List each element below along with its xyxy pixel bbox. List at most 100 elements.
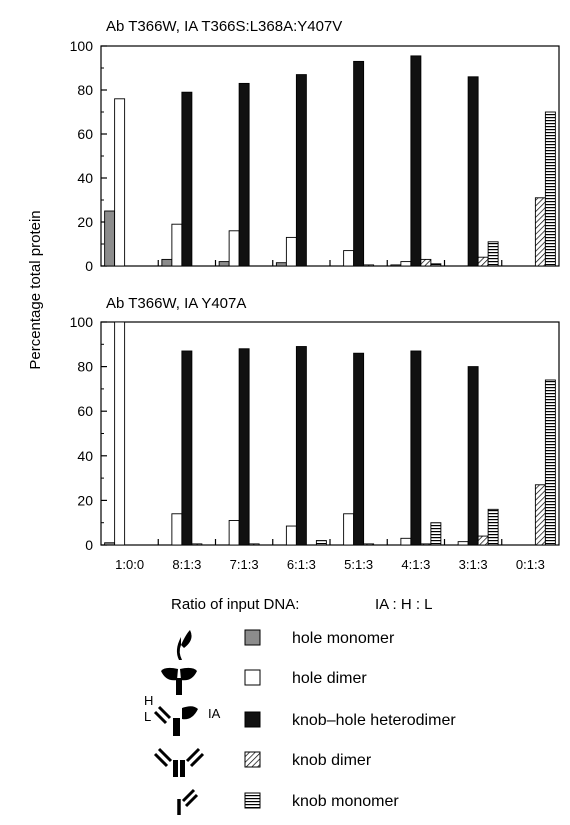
bar-heterodimer bbox=[295, 346, 307, 546]
panel-2-bars bbox=[104, 321, 556, 546]
y-tick-label: 40 bbox=[77, 170, 93, 186]
heterodimer-swatch bbox=[244, 711, 261, 728]
y-tick-label: 0 bbox=[85, 258, 93, 274]
bar-knob-dimer bbox=[420, 258, 432, 267]
bar-hole-monomer bbox=[104, 210, 116, 267]
heterodimer-icon bbox=[153, 705, 198, 736]
bar-hole-dimer bbox=[457, 541, 469, 546]
y-tick-label: 80 bbox=[77, 82, 93, 98]
x-axis-title-part-2: IA : H : L bbox=[375, 596, 433, 613]
hole-monomer-swatch bbox=[244, 629, 261, 646]
panel-2-title: Ab T366W, IA Y407A bbox=[106, 295, 246, 312]
bar-heterodimer bbox=[467, 366, 479, 546]
panel-1-title: Ab T366W, IA T366S:L368A:Y407V bbox=[106, 18, 342, 35]
chain-label-l: L bbox=[144, 709, 151, 724]
bar-hole-dimer bbox=[400, 261, 412, 267]
x-category-label: 1:0:0 bbox=[115, 557, 144, 572]
x-category-label: 4:1:3 bbox=[401, 557, 430, 572]
chain-label-ia: IA bbox=[208, 706, 221, 721]
bar-knob-monomer bbox=[544, 379, 556, 546]
bar-hole-monomer bbox=[161, 258, 173, 267]
legend-label-hole-dimer: hole dimer bbox=[292, 670, 367, 687]
bar-heterodimer bbox=[295, 74, 307, 267]
bar-heterodimer bbox=[238, 82, 250, 267]
y-tick-label: 100 bbox=[70, 314, 94, 330]
hole-dimer-swatch bbox=[244, 669, 261, 686]
bar-hole-dimer bbox=[343, 250, 355, 267]
chart-panel-1: Ab T366W, IA T366S:L368A:Y407V 0 20 40 60 80… bbox=[70, 18, 560, 274]
bar-knob-dimer bbox=[248, 543, 260, 546]
legend-item-hole-dimer: hole dimer bbox=[161, 667, 367, 695]
bar-hole-dimer bbox=[285, 525, 297, 546]
legend-item-knob-monomer: knob monomer bbox=[177, 788, 399, 815]
x-category-label: 8:1:3 bbox=[172, 557, 201, 572]
legend-label-heterodimer: knob–hole heterodimer bbox=[292, 712, 456, 729]
x-axis-title-part-1: Ratio of input DNA: bbox=[171, 596, 299, 613]
bar-heterodimer bbox=[353, 352, 365, 546]
knob-dimer-icon bbox=[153, 747, 205, 777]
x-category-label: 0:1:3 bbox=[516, 557, 545, 572]
y-tick-label: 40 bbox=[77, 448, 93, 464]
legend-label-hole-monomer: hole monomer bbox=[292, 630, 395, 647]
bar-knob-dimer bbox=[477, 535, 489, 546]
panel-1-axes: 0 20 40 60 80 100 bbox=[70, 38, 560, 274]
bar-heterodimer bbox=[238, 348, 250, 546]
x-category-label: 7:1:3 bbox=[230, 557, 259, 572]
panel-2-axes: 0 20 40 60 80 100 bbox=[70, 314, 560, 553]
legend-item-heterodimer: H L IA knob–hole heterodimer bbox=[144, 693, 456, 736]
category-labels: 1:0:0 8:1:3 7:1:3 6:1:3 5:1:3 4:1:3 3:1:3 0:1:3 bbox=[115, 557, 545, 572]
legend-item-knob-dimer: knob dimer bbox=[153, 747, 372, 777]
knob-monomer-swatch bbox=[244, 792, 261, 809]
bar-heterodimer bbox=[181, 350, 193, 546]
bar-heterodimer bbox=[353, 60, 365, 267]
y-tick-label: 20 bbox=[77, 214, 93, 230]
y-tick-label: 0 bbox=[85, 537, 93, 553]
bar-knob-dimer bbox=[363, 543, 375, 546]
bar-hole-dimer bbox=[228, 520, 240, 546]
y-tick-label: 20 bbox=[77, 492, 93, 508]
x-category-label: 3:1:3 bbox=[459, 557, 488, 572]
bar-heterodimer bbox=[410, 55, 422, 267]
bar-knob-monomer bbox=[544, 111, 556, 267]
bar-hole-monomer bbox=[390, 264, 402, 267]
bar-knob-dimer bbox=[534, 484, 546, 546]
panel-1-bars bbox=[104, 55, 556, 267]
bar-knob-dimer bbox=[534, 197, 546, 267]
bar-hole-dimer bbox=[114, 98, 126, 267]
legend: hole monomer hole dimer H L IA kn bbox=[144, 629, 456, 815]
bar-heterodimer bbox=[410, 350, 422, 546]
x-category-label: 5:1:3 bbox=[344, 557, 373, 572]
bar-hole-dimer bbox=[171, 223, 183, 267]
legend-label-knob-monomer: knob monomer bbox=[292, 793, 399, 810]
bar-hole-monomer bbox=[104, 542, 116, 546]
bar-knob-monomer bbox=[430, 263, 442, 267]
y-tick-label: 100 bbox=[70, 38, 94, 54]
legend-label-knob-dimer: knob dimer bbox=[292, 752, 372, 769]
hole-monomer-icon bbox=[176, 630, 192, 660]
legend-item-hole-monomer: hole monomer bbox=[176, 629, 395, 660]
bar-heterodimer bbox=[467, 76, 479, 267]
bar-hole-monomer bbox=[275, 262, 287, 267]
bar-hole-dimer bbox=[228, 230, 240, 267]
hole-dimer-icon bbox=[161, 667, 197, 695]
bar-hole-dimer bbox=[343, 513, 355, 546]
bar-hole-dimer bbox=[114, 321, 126, 546]
bar-hole-dimer bbox=[285, 236, 297, 267]
bar-heterodimer bbox=[181, 91, 193, 267]
bar-hole-dimer bbox=[171, 513, 183, 546]
bar-hole-dimer bbox=[400, 537, 412, 546]
knob-dimer-swatch bbox=[244, 751, 261, 768]
bar-knob-monomer bbox=[487, 508, 499, 546]
y-tick-label: 60 bbox=[77, 403, 93, 419]
chain-label-h: H bbox=[144, 693, 153, 708]
bar-knob-monomer bbox=[487, 241, 499, 267]
y-axis-title: Percentage total protein bbox=[27, 210, 44, 369]
bar-knob-monomer bbox=[315, 540, 327, 546]
bar-knob-dimer bbox=[477, 256, 489, 267]
chart-panel-2: Ab T366W, IA Y407A 0 20 40 60 80 100 bbox=[70, 295, 560, 553]
y-tick-label: 80 bbox=[77, 359, 93, 375]
x-category-label: 6:1:3 bbox=[287, 557, 316, 572]
plot-frame bbox=[100, 45, 560, 267]
knob-monomer-icon bbox=[177, 788, 199, 815]
